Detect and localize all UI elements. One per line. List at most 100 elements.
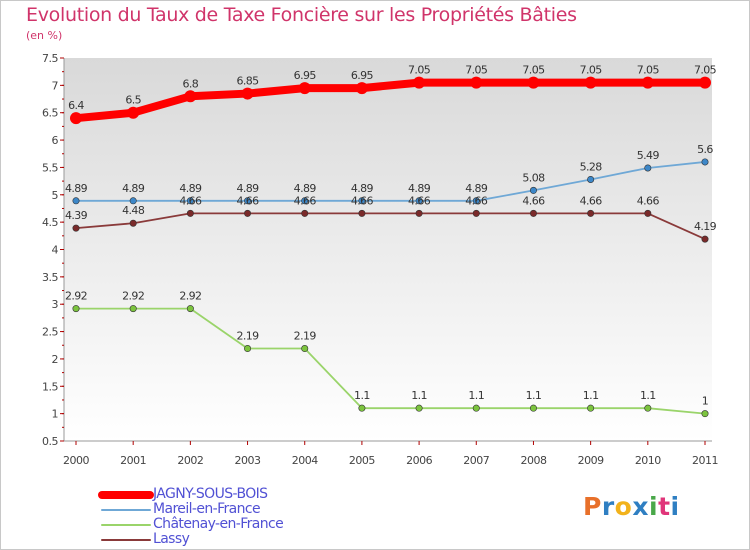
data-point bbox=[587, 175, 595, 183]
x-tick-label: 2005 bbox=[349, 454, 375, 467]
data-label: 1.1 bbox=[468, 389, 484, 402]
data-label: 6.95 bbox=[351, 69, 374, 82]
data-point bbox=[72, 224, 80, 232]
data-point bbox=[470, 76, 483, 89]
data-label: 7.05 bbox=[580, 64, 603, 77]
data-point bbox=[127, 106, 140, 119]
data-point bbox=[699, 76, 711, 89]
data-label: 2.19 bbox=[236, 330, 259, 343]
y-tick-label: 7 bbox=[52, 79, 59, 92]
x-tick-label: 2010 bbox=[635, 454, 661, 467]
data-label: 4.39 bbox=[65, 209, 88, 222]
x-tick-label: 2004 bbox=[292, 454, 318, 467]
data-label: 7.05 bbox=[522, 64, 545, 77]
logo-letter: t bbox=[658, 492, 671, 521]
data-point bbox=[301, 345, 309, 353]
data-point bbox=[529, 209, 537, 217]
data-label: 4.66 bbox=[351, 194, 374, 207]
data-point bbox=[701, 410, 709, 418]
y-tick-label: 7.5 bbox=[42, 52, 58, 65]
data-point bbox=[129, 305, 137, 313]
data-label: 4.89 bbox=[122, 182, 145, 195]
proxiti-logo: Proxiti bbox=[583, 492, 680, 521]
data-point bbox=[415, 197, 423, 205]
data-point bbox=[644, 209, 652, 217]
data-point bbox=[587, 209, 595, 217]
x-tick-label: 2003 bbox=[235, 454, 261, 467]
data-label: 4.19 bbox=[694, 220, 717, 233]
data-label: 4.66 bbox=[637, 194, 660, 207]
x-tick-label: 2001 bbox=[120, 454, 146, 467]
y-tick-label: 6 bbox=[52, 134, 59, 147]
y-tick-label: 5 bbox=[52, 189, 59, 202]
y-tick-label: 3.5 bbox=[42, 271, 58, 284]
data-point bbox=[72, 305, 80, 313]
logo-letter: o bbox=[614, 492, 633, 521]
y-tick-label: 3 bbox=[52, 298, 59, 311]
logo-letter: i bbox=[649, 492, 659, 521]
data-point bbox=[186, 209, 194, 217]
legend-label: Mareil-en-France bbox=[153, 501, 261, 517]
data-label: 7.05 bbox=[465, 64, 488, 77]
data-point bbox=[529, 186, 537, 194]
data-label: 2.92 bbox=[65, 290, 87, 303]
x-tick-label: 2002 bbox=[177, 454, 203, 467]
x-tick-label: 2009 bbox=[578, 454, 604, 467]
series-line-1 bbox=[75, 161, 706, 202]
data-point bbox=[186, 197, 194, 205]
data-label: 4.89 bbox=[179, 182, 202, 195]
data-label: 5.6 bbox=[697, 143, 713, 156]
data-point bbox=[529, 404, 537, 412]
data-point bbox=[301, 209, 309, 217]
logo-letter: i bbox=[670, 492, 680, 521]
y-tick-label: 2 bbox=[52, 353, 59, 366]
data-point bbox=[472, 197, 480, 205]
data-point bbox=[244, 345, 252, 353]
data-point bbox=[413, 76, 426, 89]
data-point bbox=[701, 158, 709, 166]
x-tick-label: 2000 bbox=[63, 454, 89, 467]
data-label: 4.66 bbox=[236, 194, 259, 207]
data-label: 4.66 bbox=[465, 194, 488, 207]
data-label: 5.49 bbox=[637, 149, 660, 162]
data-label: 4.89 bbox=[351, 182, 374, 195]
series-line-3 bbox=[75, 212, 706, 241]
legend-label: Châtenay-en-France bbox=[153, 516, 284, 532]
data-label: 4.89 bbox=[65, 182, 88, 195]
legend-label: Lassy bbox=[153, 531, 190, 547]
y-tick-label: 4.5 bbox=[42, 216, 58, 229]
data-label: 1.1 bbox=[583, 389, 599, 402]
data-point bbox=[527, 76, 540, 89]
data-point bbox=[358, 404, 366, 412]
y-tick-label: 4 bbox=[52, 244, 59, 257]
data-point bbox=[186, 305, 194, 313]
y-tick-label: 1 bbox=[52, 408, 59, 421]
y-tick-label: 6.5 bbox=[42, 107, 58, 120]
data-point bbox=[184, 90, 197, 103]
data-label: 1.1 bbox=[640, 389, 656, 402]
data-label: 4.89 bbox=[408, 182, 431, 195]
y-tick-label: 5.5 bbox=[42, 161, 58, 174]
data-point bbox=[641, 76, 654, 89]
data-point bbox=[701, 235, 709, 243]
data-label: 2.92 bbox=[122, 290, 144, 303]
data-point bbox=[358, 197, 366, 205]
data-label: 4.66 bbox=[580, 194, 603, 207]
x-tick-label: 2008 bbox=[520, 454, 546, 467]
data-label: 4.89 bbox=[236, 182, 259, 195]
data-point bbox=[70, 112, 82, 125]
data-point bbox=[355, 82, 368, 95]
data-label: 6.4 bbox=[68, 99, 84, 112]
data-label: 1.1 bbox=[411, 389, 427, 402]
data-label: 5.08 bbox=[522, 171, 545, 184]
x-tick-label: 2006 bbox=[406, 454, 432, 467]
data-label: 4.66 bbox=[522, 194, 545, 207]
data-label: 1 bbox=[702, 395, 708, 408]
data-point bbox=[644, 404, 652, 412]
plot-area bbox=[64, 58, 712, 441]
data-point bbox=[72, 197, 80, 205]
data-label: 5.28 bbox=[580, 160, 603, 173]
data-label: 6.95 bbox=[294, 69, 317, 82]
data-label: 7.05 bbox=[408, 64, 431, 77]
